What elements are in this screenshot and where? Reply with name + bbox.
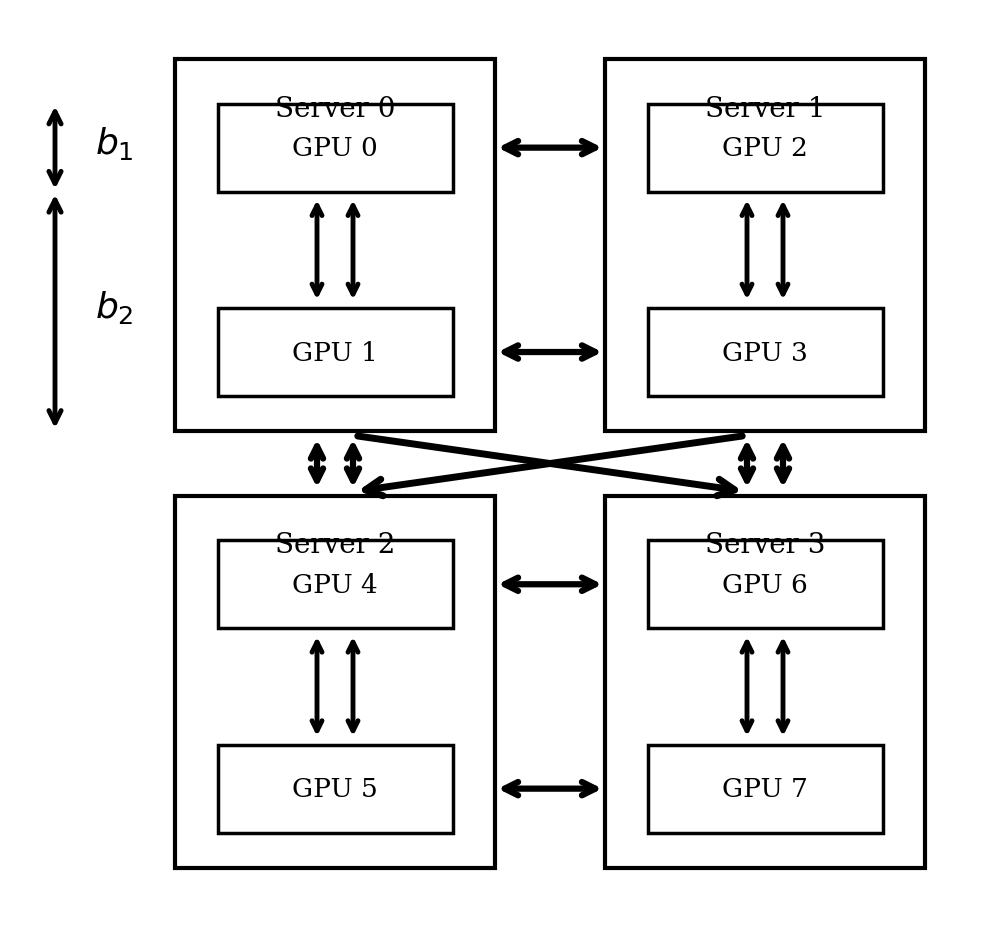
Text: $b_1$: $b_1$ xyxy=(95,125,134,162)
Bar xyxy=(218,105,452,193)
Bar xyxy=(218,744,452,833)
Bar xyxy=(175,496,495,868)
Bar xyxy=(218,308,452,397)
Bar xyxy=(218,540,452,629)
Text: GPU 6: GPU 6 xyxy=(722,573,808,597)
Text: Server 2: Server 2 xyxy=(275,532,395,559)
Bar xyxy=(648,308,883,397)
Bar xyxy=(648,540,883,629)
Bar xyxy=(648,105,883,193)
Text: GPU 3: GPU 3 xyxy=(722,341,808,365)
Bar xyxy=(648,744,883,833)
Text: GPU 0: GPU 0 xyxy=(292,136,378,161)
Bar xyxy=(605,496,925,868)
Text: GPU 7: GPU 7 xyxy=(722,777,808,801)
Text: Server 1: Server 1 xyxy=(705,96,825,122)
Text: Server 3: Server 3 xyxy=(705,532,825,559)
Text: GPU 1: GPU 1 xyxy=(292,341,378,365)
Text: GPU 5: GPU 5 xyxy=(292,777,378,801)
Bar xyxy=(605,60,925,432)
Text: GPU 2: GPU 2 xyxy=(722,136,808,161)
Text: Server 0: Server 0 xyxy=(275,96,395,122)
Text: $b_2$: $b_2$ xyxy=(95,289,134,326)
Text: GPU 4: GPU 4 xyxy=(292,573,378,597)
Bar xyxy=(175,60,495,432)
